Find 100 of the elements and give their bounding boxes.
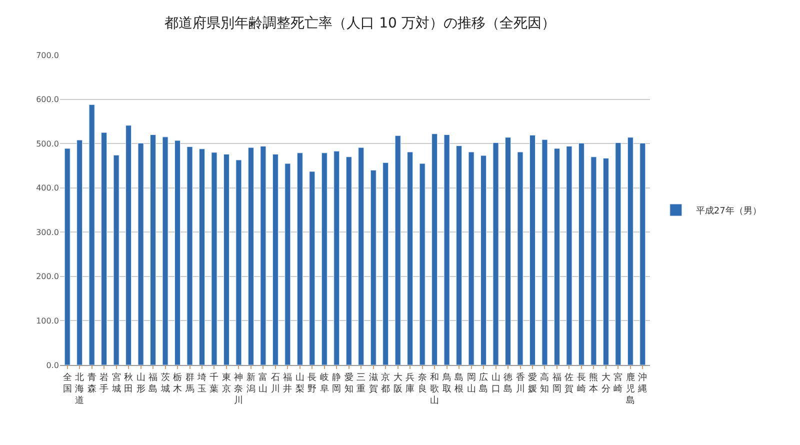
bar <box>321 152 328 365</box>
x-tick-label: 高知 <box>540 372 550 394</box>
x-tick-label: 千葉 <box>210 372 219 394</box>
bar <box>76 140 83 365</box>
y-tick-label: 700.0 <box>36 50 59 60</box>
x-tick-label: 香川 <box>516 372 525 394</box>
x-tick-label: 山形 <box>136 372 146 394</box>
bar <box>492 142 499 365</box>
y-tick-label: 600.0 <box>36 95 59 104</box>
bar <box>284 163 291 365</box>
bar <box>150 134 156 365</box>
x-tick-label: 福島 <box>148 372 158 394</box>
y-tick-label: 400.0 <box>36 184 59 193</box>
x-tick-label: 京都 <box>381 372 390 394</box>
x-tick-label: 大阪 <box>393 372 402 394</box>
bar <box>236 160 242 365</box>
x-tick-label: 長野 <box>308 372 317 394</box>
x-tick-label: 三重 <box>356 372 366 394</box>
bar <box>296 152 303 365</box>
x-tick-label: 東京 <box>222 372 231 394</box>
bar <box>517 152 524 365</box>
bar <box>358 147 364 365</box>
bar <box>480 155 487 365</box>
bar <box>370 170 376 365</box>
bar <box>186 146 193 365</box>
x-tick-label: 宮城 <box>110 372 121 394</box>
x-tick-label: 岐阜 <box>320 372 329 394</box>
x-tick-label: 全国 <box>62 372 72 394</box>
x-tick-label: 兵庫 <box>406 372 415 394</box>
bar <box>88 104 95 365</box>
bar <box>248 147 254 365</box>
x-tick-label: 岡山 <box>466 372 476 394</box>
x-tick-label: 沖縄 <box>637 372 648 394</box>
bar <box>346 156 352 365</box>
bar <box>529 134 536 365</box>
x-tick-label: 富山 <box>258 372 268 394</box>
x-tick-label: 新潟 <box>246 372 256 394</box>
bar <box>126 125 132 365</box>
bar <box>602 158 609 365</box>
x-tick-label: 徳島 <box>504 372 513 394</box>
x-tick-label: 北海道 <box>75 372 84 406</box>
bar <box>615 142 622 365</box>
y-tick-label: 100.0 <box>36 316 59 326</box>
bar <box>309 171 316 365</box>
x-tick-label: 島根 <box>454 372 464 394</box>
y-tick-label: 200.0 <box>36 272 59 282</box>
x-tick-label: 山梨 <box>295 372 304 394</box>
y-tick-label: 0.0 <box>46 360 59 370</box>
y-tick-label: 500.0 <box>36 139 59 148</box>
bar <box>162 136 168 365</box>
bar <box>468 152 474 365</box>
bar <box>407 152 414 365</box>
bar <box>590 156 597 365</box>
x-tick-label: 福岡 <box>552 372 562 394</box>
x-tick-label: 岩手 <box>100 372 109 394</box>
x-tick-label: 茨城 <box>160 372 170 394</box>
x-tick-label: 大分 <box>601 372 610 394</box>
x-tick-label: 鳥取 <box>441 372 452 394</box>
bar <box>272 154 278 365</box>
bar <box>211 152 218 365</box>
bar <box>444 134 450 365</box>
x-tick-label: 愛知 <box>344 372 354 394</box>
bar <box>627 137 634 365</box>
chart-title: 都道府県別年齢調整死亡率（人口 10 万対）の推移（全死因） <box>164 16 556 32</box>
x-tick-label: 佐賀 <box>564 372 574 394</box>
x-tick-label: 群馬 <box>184 372 194 394</box>
x-tick-label: 和歌山 <box>430 372 440 406</box>
x-tick-label: 石川 <box>270 372 280 394</box>
bar <box>394 135 401 365</box>
bar <box>138 142 144 365</box>
bar <box>174 140 181 365</box>
x-tick-label: 奈良 <box>418 372 427 394</box>
bar <box>334 150 340 365</box>
bar <box>542 139 548 365</box>
legend-label: 平成27年（男） <box>696 206 762 217</box>
y-tick-label: 300.0 <box>36 228 59 237</box>
bar <box>505 137 512 365</box>
x-tick-label: 広島 <box>479 372 488 394</box>
x-tick-label: 愛媛 <box>528 372 537 394</box>
x-tick-label: 滋賀 <box>368 372 378 394</box>
bar <box>566 146 572 365</box>
bar <box>113 154 120 365</box>
bar <box>64 148 70 365</box>
bar <box>101 132 108 365</box>
x-tick-label: 埼玉 <box>196 372 206 394</box>
bar <box>456 146 462 365</box>
x-tick-label: 山口 <box>491 372 500 394</box>
bar <box>260 146 266 365</box>
x-tick-label: 栃木 <box>173 372 182 394</box>
x-tick-label: 宮崎 <box>614 372 623 394</box>
bar <box>198 148 205 365</box>
bar <box>223 154 230 365</box>
x-tick-label: 神奈川 <box>234 372 244 406</box>
bar <box>640 142 646 365</box>
bar <box>554 148 560 365</box>
x-tick-label: 鹿児島 <box>626 372 635 406</box>
x-tick-label: 静岡 <box>332 372 342 394</box>
x-tick-label: 秋田 <box>124 372 134 394</box>
bar <box>432 134 438 365</box>
bar <box>578 142 584 365</box>
